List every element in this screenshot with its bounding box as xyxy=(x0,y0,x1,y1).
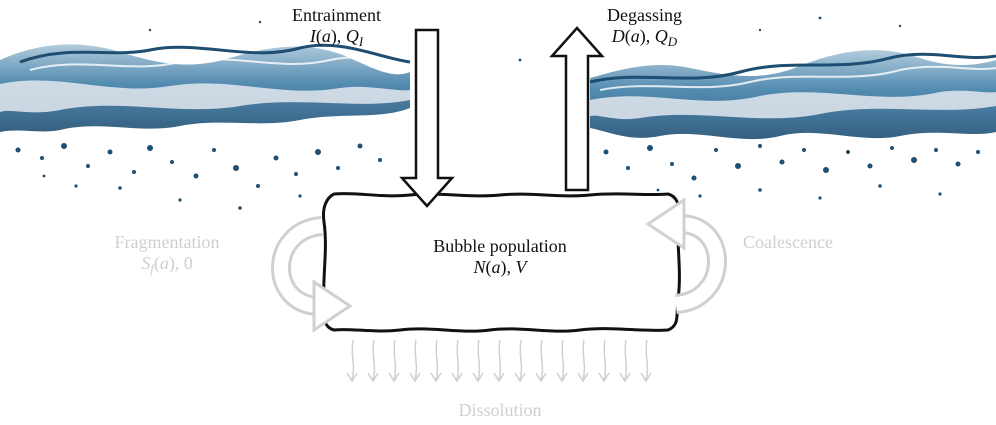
entrainment-label: Entrainment I(a), QI xyxy=(292,5,381,50)
fragmentation-formula: Sf(a), 0 xyxy=(141,252,193,276)
entrainment-formula: I(a), QI xyxy=(309,25,364,49)
foam-band xyxy=(0,80,410,113)
dissolution-arrows xyxy=(346,339,652,383)
degassing-arrow xyxy=(549,26,605,192)
wave-surface xyxy=(0,43,996,140)
wave-crest xyxy=(589,52,996,84)
fragmentation-arrowhead xyxy=(312,279,353,333)
wave-crest xyxy=(29,56,411,71)
degassing-title: Degassing xyxy=(607,5,682,25)
coalescence-arrow xyxy=(674,217,724,311)
fragmentation-arrow xyxy=(274,219,324,313)
foam-band xyxy=(590,90,996,120)
wave-crest xyxy=(599,65,996,91)
fragmentation-label: Fragmentation Sf(a), 0 xyxy=(100,232,234,277)
degassing-label: Degassing D(a), QD xyxy=(607,5,682,50)
fragmentation-title: Fragmentation xyxy=(114,232,220,252)
degassing-formula: D(a), QD xyxy=(611,25,678,49)
wave-crest xyxy=(19,43,411,64)
droplets xyxy=(15,16,980,210)
bubble-population-title: Bubble population xyxy=(433,236,567,256)
entrainment-arrow xyxy=(399,28,455,208)
dissolution-label: Dissolution xyxy=(458,400,542,420)
coalescence-label: Coalescence xyxy=(743,232,833,252)
entrainment-title: Entrainment xyxy=(292,5,381,25)
bubble-population-label: Bubble population N(a), V xyxy=(402,236,598,277)
coalescence-arrowhead xyxy=(645,197,686,251)
bubble-population-formula: N(a), V xyxy=(473,256,527,277)
